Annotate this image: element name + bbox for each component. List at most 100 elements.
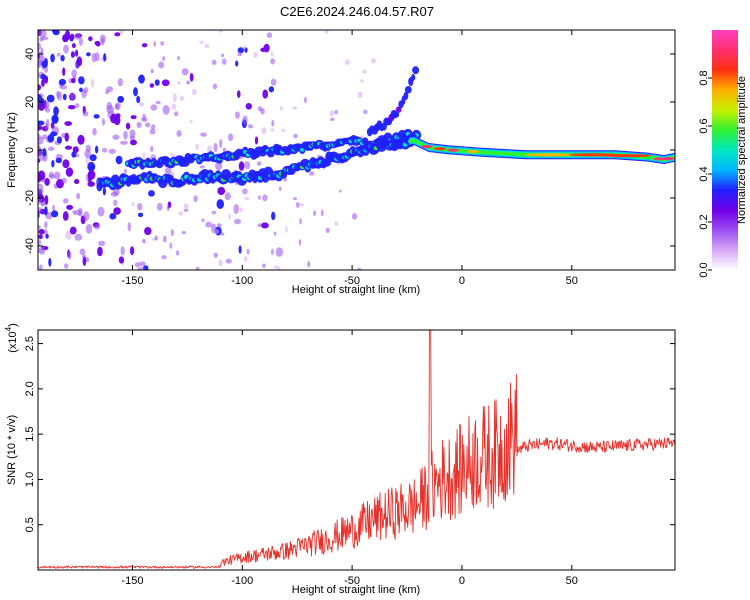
noise-cell: [56, 52, 61, 57]
x-tick-label: 0: [459, 575, 465, 587]
noise-cell: [155, 100, 161, 105]
noise-cell: [176, 130, 182, 137]
noise-cell: [236, 90, 241, 98]
noise-cell: [260, 47, 267, 53]
noise-cell: [139, 261, 146, 267]
noise-cell: [339, 189, 342, 193]
noise-cell: [270, 78, 277, 86]
noise-cell: [55, 157, 62, 164]
noise-cell: [69, 226, 77, 235]
noise-cell: [62, 211, 69, 221]
noise-cell: [206, 145, 212, 153]
noise-cell: [123, 130, 128, 140]
noise-cell: [235, 60, 239, 67]
colorbar-ticks: 0.0 0.2 0.4 0.6 0.8: [698, 70, 712, 278]
noise-cell: [162, 104, 170, 115]
colorbar-tick-label: 0.4: [698, 166, 710, 181]
noise-cell: [62, 159, 70, 169]
noise-cell: [74, 34, 81, 40]
noise-cell: [242, 188, 248, 195]
noise-cell: [48, 257, 52, 267]
snr-plot-area: [38, 330, 675, 569]
noise-cell: [125, 122, 131, 130]
snr-x-axis: -150 -100 -50 0 50: [121, 330, 578, 587]
noise-cell: [171, 103, 176, 111]
noise-cell: [309, 171, 315, 176]
noise-cell: [62, 67, 66, 76]
noise-cell: [136, 121, 142, 129]
noise-cell: [189, 119, 193, 124]
noise-cell: [164, 166, 172, 176]
noise-cell: [44, 221, 48, 229]
noise-cell: [38, 193, 44, 199]
noise-cell: [44, 194, 49, 205]
band-peak: [466, 150, 479, 154]
noise-cell: [119, 30, 124, 35]
noise-cell: [240, 207, 243, 213]
noise-cell: [38, 239, 42, 246]
noise-cell: [261, 127, 267, 135]
noise-cell: [46, 94, 55, 103]
noise-cell: [47, 146, 55, 151]
noise-cell: [38, 228, 45, 235]
noise-cell: [253, 51, 258, 58]
noise-cell: [154, 235, 159, 241]
x-tick-label: -150: [121, 275, 143, 287]
noise-cell: [363, 109, 368, 115]
noise-cell: [244, 161, 251, 170]
noise-cell: [101, 147, 108, 153]
noise-cell: [270, 52, 274, 57]
noise-cell: [273, 231, 277, 236]
noise-cell: [89, 154, 97, 162]
noise-cell: [219, 138, 223, 149]
noise-cell: [105, 90, 109, 95]
noise-cell: [64, 132, 69, 142]
noise-cell: [94, 145, 99, 154]
noise-cell: [154, 79, 160, 86]
noise-cell: [275, 247, 284, 257]
trace-cell: [393, 111, 400, 118]
snr-x-label: Height of straight line (km): [292, 584, 420, 596]
noise-cell: [195, 266, 200, 270]
noise-cell: [117, 95, 125, 103]
chart-title: C2E6.2024.246.04.57.R07: [280, 4, 434, 19]
noise-cell: [69, 91, 75, 101]
noise-cell: [75, 49, 79, 57]
noise-cell: [324, 30, 329, 34]
noise-cell: [144, 122, 151, 128]
noise-cell: [40, 73, 46, 80]
noise-cell: [63, 44, 69, 54]
noise-cell: [64, 121, 73, 127]
noise-cell: [110, 191, 119, 197]
noise-cell: [234, 111, 240, 119]
noise-cell: [142, 152, 146, 159]
band-peak: [601, 154, 652, 158]
noise-cell: [97, 246, 103, 257]
noise-cell: [56, 90, 60, 99]
noise-cell: [334, 109, 338, 115]
noise-cell: [38, 58, 42, 69]
noise-cell: [228, 213, 231, 220]
noise-cell: [120, 246, 125, 256]
noise-cell: [51, 160, 55, 168]
noise-cell: [38, 224, 41, 230]
noise-cell: [65, 230, 72, 240]
noise-cell: [220, 53, 225, 58]
noise-cell: [200, 132, 207, 137]
noise-cell: [85, 256, 90, 263]
y-tick-label: 0: [24, 147, 36, 153]
x-tick-label: 50: [566, 575, 578, 587]
x-tick-label: 0: [459, 275, 465, 287]
noise-cell: [271, 119, 275, 127]
noise-cell: [268, 86, 275, 93]
noise-cell: [38, 124, 43, 131]
noise-cell: [71, 69, 77, 78]
noise-cell: [227, 133, 234, 142]
noise-cell: [141, 238, 146, 244]
noise-cell: [95, 51, 100, 62]
noise-cell: [238, 245, 242, 254]
noise-cell: [242, 45, 246, 50]
noise-cell: [87, 181, 95, 187]
noise-cell: [134, 262, 141, 268]
